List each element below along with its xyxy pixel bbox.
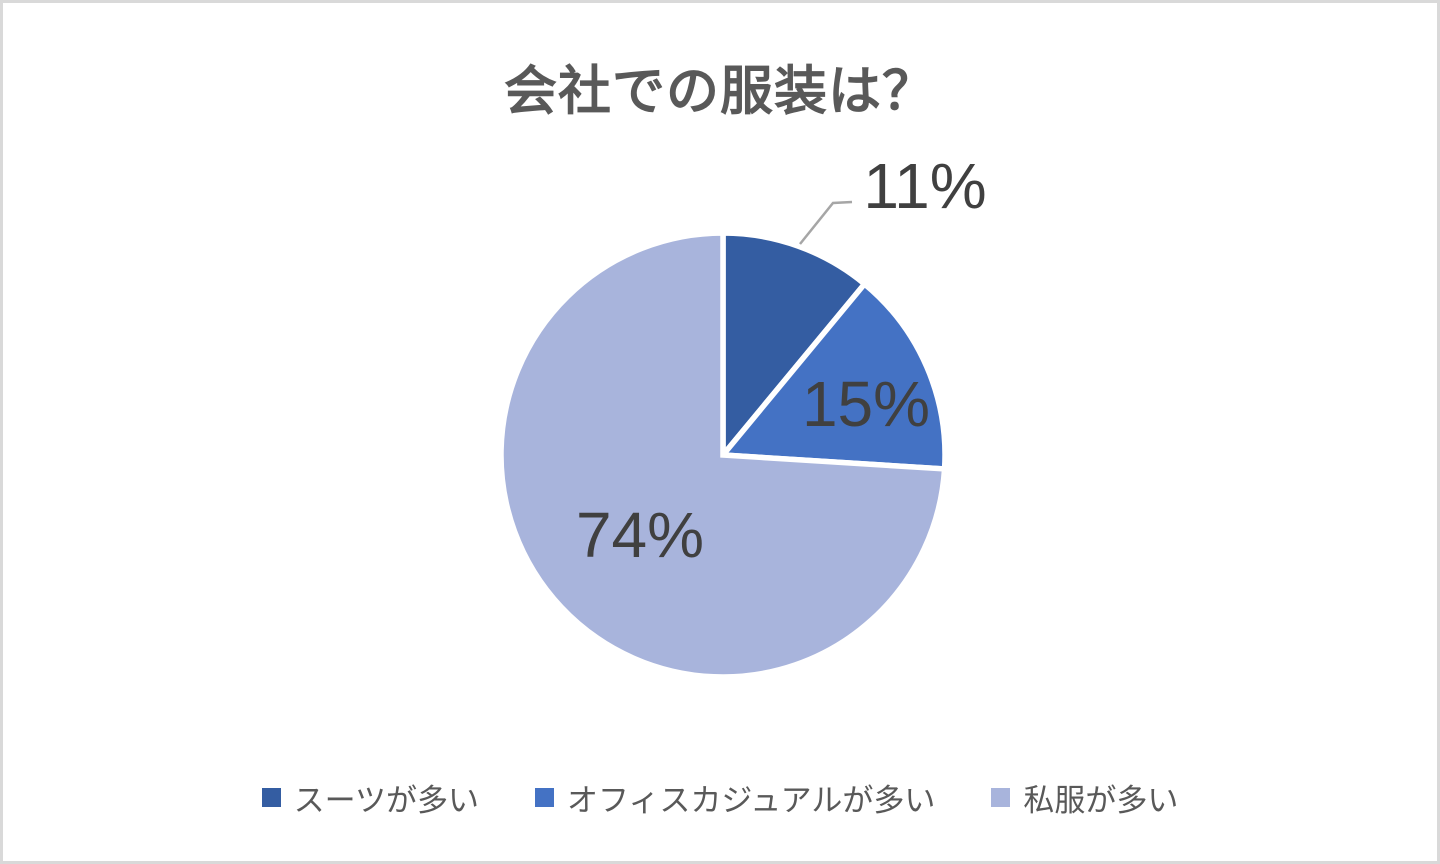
pie-chart[interactable] — [3, 3, 1440, 864]
data-label-office-casual: 15% — [801, 368, 931, 440]
legend-label-casual: 私服が多い — [1023, 783, 1179, 818]
legend-item-office-casual[interactable]: オフィスカジュアルが多い — [535, 775, 935, 820]
pie-slice-0[interactable] — [720, 230, 869, 463]
legend-item-casual[interactable]: 私服が多い — [991, 775, 1178, 820]
pie-slice-1[interactable] — [717, 280, 948, 472]
legend-label-suits: スーツが多い — [293, 783, 480, 818]
legend-label-office-casual: オフィスカジュアルが多い — [567, 783, 936, 818]
data-label-suits: 11% — [863, 150, 987, 222]
pie-slices — [498, 230, 948, 680]
data-label-casual: 74% — [575, 499, 705, 571]
chart-title: 会社での服装は？ — [504, 62, 936, 121]
leader-line-icon — [799, 200, 853, 245]
legend-swatch-office-casual-icon — [535, 788, 555, 807]
legend-swatch-suits-icon — [261, 788, 281, 807]
pie-slice-2[interactable] — [498, 230, 948, 680]
legend-item-suits[interactable]: スーツが多い — [261, 775, 480, 820]
legend: スーツが多い オフィスカジュアルが多い 私服が多い — [3, 775, 1437, 820]
legend-swatch-casual-icon — [991, 788, 1011, 807]
